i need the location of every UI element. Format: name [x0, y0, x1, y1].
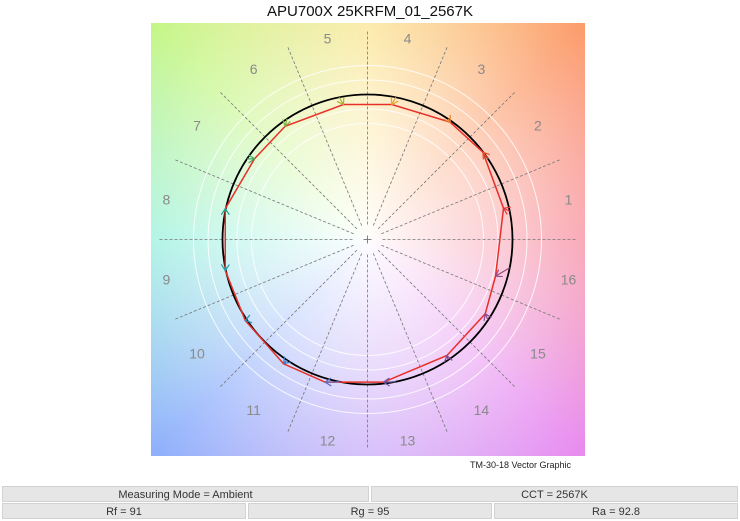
hue-shift-arrow-bin-16 [494, 267, 511, 278]
hue-shift-arrow-bin-10 [244, 314, 253, 324]
reference-circle [221, 93, 514, 386]
hue-shift-arrow-bin-13 [382, 377, 396, 387]
hue-shift-arrow-bin-14 [443, 354, 453, 363]
bin-label-3: 3 [477, 61, 485, 77]
bin-label-9: 9 [163, 271, 171, 287]
bin-label-12: 12 [320, 433, 336, 449]
ra-cell: Ra = 92.8 [494, 503, 738, 519]
grid-circle [193, 65, 542, 414]
hue-shift-arrow-bin-1 [502, 206, 511, 215]
radial-grid-line [372, 253, 449, 434]
radial-grid-line [173, 158, 354, 235]
bin-label-1: 1 [565, 192, 573, 208]
radial-grid-line [218, 90, 358, 230]
radial-grid-line [286, 253, 363, 434]
hue-shift-arrow-bin-11 [282, 356, 291, 365]
bin-label-13: 13 [400, 433, 416, 449]
chart-title: APU700X 25KRFM_01_2567K [267, 3, 473, 20]
rg-cell: Rg = 95 [248, 503, 492, 519]
radial-grid-line [377, 249, 517, 389]
bin-label-2: 2 [534, 118, 542, 134]
measuring-mode-cell: Measuring Mode = Ambient [2, 486, 369, 502]
hue-shift-arrow-bin-7 [246, 154, 256, 164]
radial-grid-line [372, 45, 449, 226]
cct-cell: CCT = 2567K [371, 486, 738, 502]
radial-grid-line [286, 45, 363, 226]
bin-label-10: 10 [189, 345, 205, 361]
hue-shift-arrow-bin-8 [220, 207, 230, 216]
hue-shift-arrow-bin-3 [443, 114, 451, 124]
radial-grid-line [173, 244, 354, 321]
bin-label-16: 16 [561, 271, 577, 287]
hue-shift-arrow-bin-4 [390, 96, 399, 106]
radial-grid-line [377, 90, 517, 230]
hue-shift-arrow-bin-2 [482, 151, 490, 160]
radial-grid-line [381, 158, 562, 235]
hue-shift-arrow-bin-12 [324, 377, 340, 387]
chart-caption: TM-30-18 Vector Graphic [470, 460, 572, 470]
bin-label-11: 11 [246, 402, 261, 418]
hue-shift-arrow-bin-6 [282, 118, 291, 128]
bin-label-14: 14 [474, 402, 490, 418]
vector-graphic-plot: 1 2 3 4 5 6 7 8 9 10 11 12 13 14 15 16 [151, 23, 585, 456]
grid-circle [207, 79, 528, 400]
radial-grid-line [218, 249, 358, 389]
hue-shift-arrow-bin-9 [220, 264, 230, 272]
bin-label-4: 4 [404, 30, 412, 46]
hue-shift-arrow-bin-15 [483, 312, 492, 321]
bin-label-7: 7 [193, 118, 201, 134]
bin-label-15: 15 [530, 345, 546, 361]
bin-label-8: 8 [163, 192, 171, 208]
bin-label-5: 5 [324, 30, 332, 46]
radial-grid-line [381, 244, 562, 321]
bin-label-6: 6 [250, 61, 258, 77]
rf-cell: Rf = 91 [2, 503, 246, 519]
hue-shift-arrow-bin-5 [336, 96, 345, 106]
